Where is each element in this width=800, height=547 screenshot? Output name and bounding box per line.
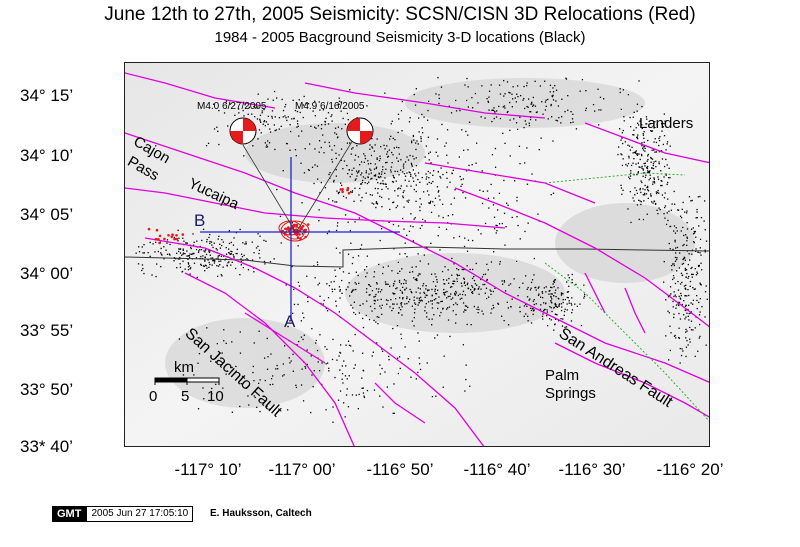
map-panel[interactable]: M4.0 6/27/2005 M4.9 6/16/2005 Landers Ca…: [124, 62, 710, 447]
county-boundary: [125, 246, 709, 268]
scale-bar-tick-5: 5: [181, 388, 190, 405]
lon-label-117-10: -117° 10’: [174, 460, 242, 479]
event-label-m49: M4.9 6/16/2005: [295, 101, 365, 112]
cross-section-label-a: A: [284, 312, 296, 331]
gmt-logo: GMT: [52, 506, 87, 522]
place-label-landers: Landers: [639, 115, 694, 132]
place-label-palm: Palm: [545, 367, 580, 384]
mechanism-leader-lines: [242, 139, 354, 232]
focal-mechanism-m40: [229, 117, 257, 145]
place-label-springs: Springs: [545, 385, 596, 402]
relocation-cluster: [278, 220, 310, 242]
gmt-timestamp: 2005 Jun 27 17:05:10: [86, 506, 194, 522]
gmt-timestamp-stamp: GMT 2005 Jun 27 17:05:10: [52, 506, 194, 522]
lat-label-34-00: 34° 00’: [20, 264, 74, 283]
lon-label-116-30: -116° 30’: [558, 460, 626, 479]
green-fault-traces: [544, 172, 709, 422]
event-label-m40: M4.0 6/27/2005: [197, 101, 267, 112]
lat-label-33-55: 33° 55’: [20, 321, 74, 340]
lat-label-33-50: 33° 50’: [20, 380, 74, 399]
lat-label-34-10: 34° 10’: [20, 146, 74, 165]
lon-label-116-40: -116° 40’: [463, 460, 531, 479]
scale-bar-tick-10: 10: [207, 388, 224, 405]
lat-label-34-15: 34° 15’: [20, 86, 74, 105]
lat-label-34-05: 34° 05’: [20, 205, 74, 224]
focal-mechanism-m49: [346, 117, 374, 145]
lon-label-116-50: -116° 50’: [366, 460, 434, 479]
lon-label-117-00: -117° 00’: [268, 460, 336, 479]
lat-label-33-40: 33* 40’: [20, 437, 73, 456]
lon-label-116-20: -116° 20’: [656, 460, 724, 479]
fault-traces: [125, 72, 709, 446]
scale-bar-tick-0: 0: [149, 388, 158, 405]
scale-bar: [154, 377, 220, 385]
seismicity-map: [125, 63, 709, 446]
map-subtitle: 1984 - 2005 Bacground Seismicity 3-D loc…: [214, 29, 586, 46]
cross-section-lines: [200, 157, 400, 321]
author-credit: E. Hauksson, Caltech: [210, 508, 312, 519]
background-seismicity: [135, 77, 708, 423]
cross-section-label-b: B: [194, 211, 206, 230]
map-title: June 12th to 27th, 2005 Seismicity: SCSN…: [104, 4, 696, 25]
scale-bar-unit: km: [174, 359, 194, 376]
